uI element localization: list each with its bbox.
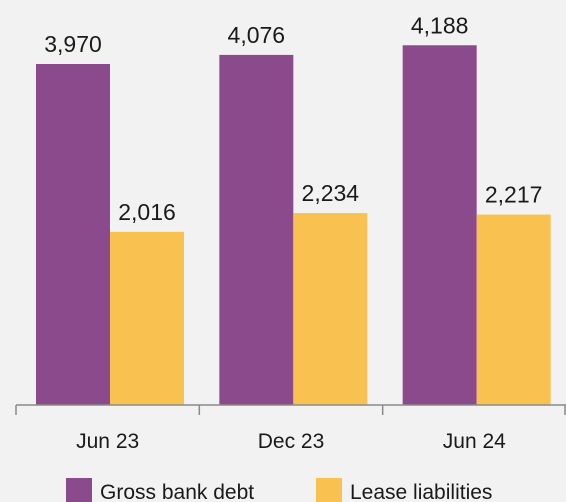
data-label: 4,076 [228,22,286,48]
bar-lease-liabilities-2 [476,214,551,405]
bar-gross-bank-debt-2 [402,45,477,406]
x-tick-label: Jun 23 [76,430,139,453]
bar-gross-bank-debt-0 [36,64,110,405]
data-label: 4,188 [411,12,469,38]
legend-swatch-gross-bank-debt [66,478,92,502]
data-label: 2,217 [485,182,543,208]
data-label: 2,234 [302,180,360,206]
data-label: 3,970 [44,31,102,57]
legend-swatch-lease-liabilities [316,478,342,502]
x-tick-label: Dec 23 [258,430,325,453]
bar-lease-liabilities-0 [110,231,184,405]
value-labels: 3,970 2,016 4,076 2,234 4,188 2,217 [44,12,542,225]
legend-label-lease-liabilities: Lease liabilities [350,481,492,502]
x-ticks [15,405,566,415]
legend: Gross bank debt Lease liabilities [66,478,492,502]
x-tick-label: Jun 24 [443,430,506,453]
bar-lease-liabilities-1 [293,213,368,405]
bars [36,45,551,406]
data-label: 2,016 [118,199,176,225]
x-tick-labels: Jun 23 Dec 23 Jun 24 [76,430,506,453]
legend-label-gross-bank-debt: Gross bank debt [100,481,254,502]
bar-gross-bank-debt-1 [219,54,294,406]
